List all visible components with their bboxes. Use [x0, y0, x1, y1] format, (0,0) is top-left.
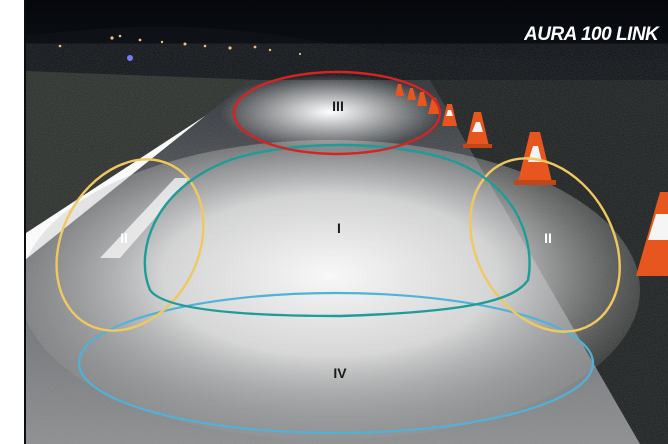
light-beam-far — [220, 74, 440, 150]
left-edge-dark — [24, 0, 26, 444]
zone-ii-right-label: II — [544, 230, 552, 246]
lane-marking — [100, 178, 190, 258]
zone-iii-label: III — [332, 98, 344, 114]
zone-i-outline — [143, 143, 531, 318]
zone-ii-right-outline — [469, 157, 621, 333]
traffic-cones — [395, 84, 668, 276]
blue-light — [127, 55, 133, 61]
zone-ii-left-outline — [55, 158, 205, 332]
left-edge-bar — [0, 0, 24, 444]
zone-iv-label: IV — [333, 365, 347, 381]
cone-medium — [463, 112, 492, 148]
cone-small — [442, 104, 457, 126]
light-beam-main — [20, 140, 640, 440]
zone-iii-outline — [232, 70, 442, 156]
zone-iv-outline — [77, 291, 595, 435]
zone-ii-left-label: II — [120, 230, 128, 246]
cone-closest — [636, 192, 668, 276]
distant-town-lights — [58, 34, 302, 56]
product-title: AURA 100 LINK — [524, 24, 659, 45]
zone-i-label: I — [337, 220, 341, 236]
